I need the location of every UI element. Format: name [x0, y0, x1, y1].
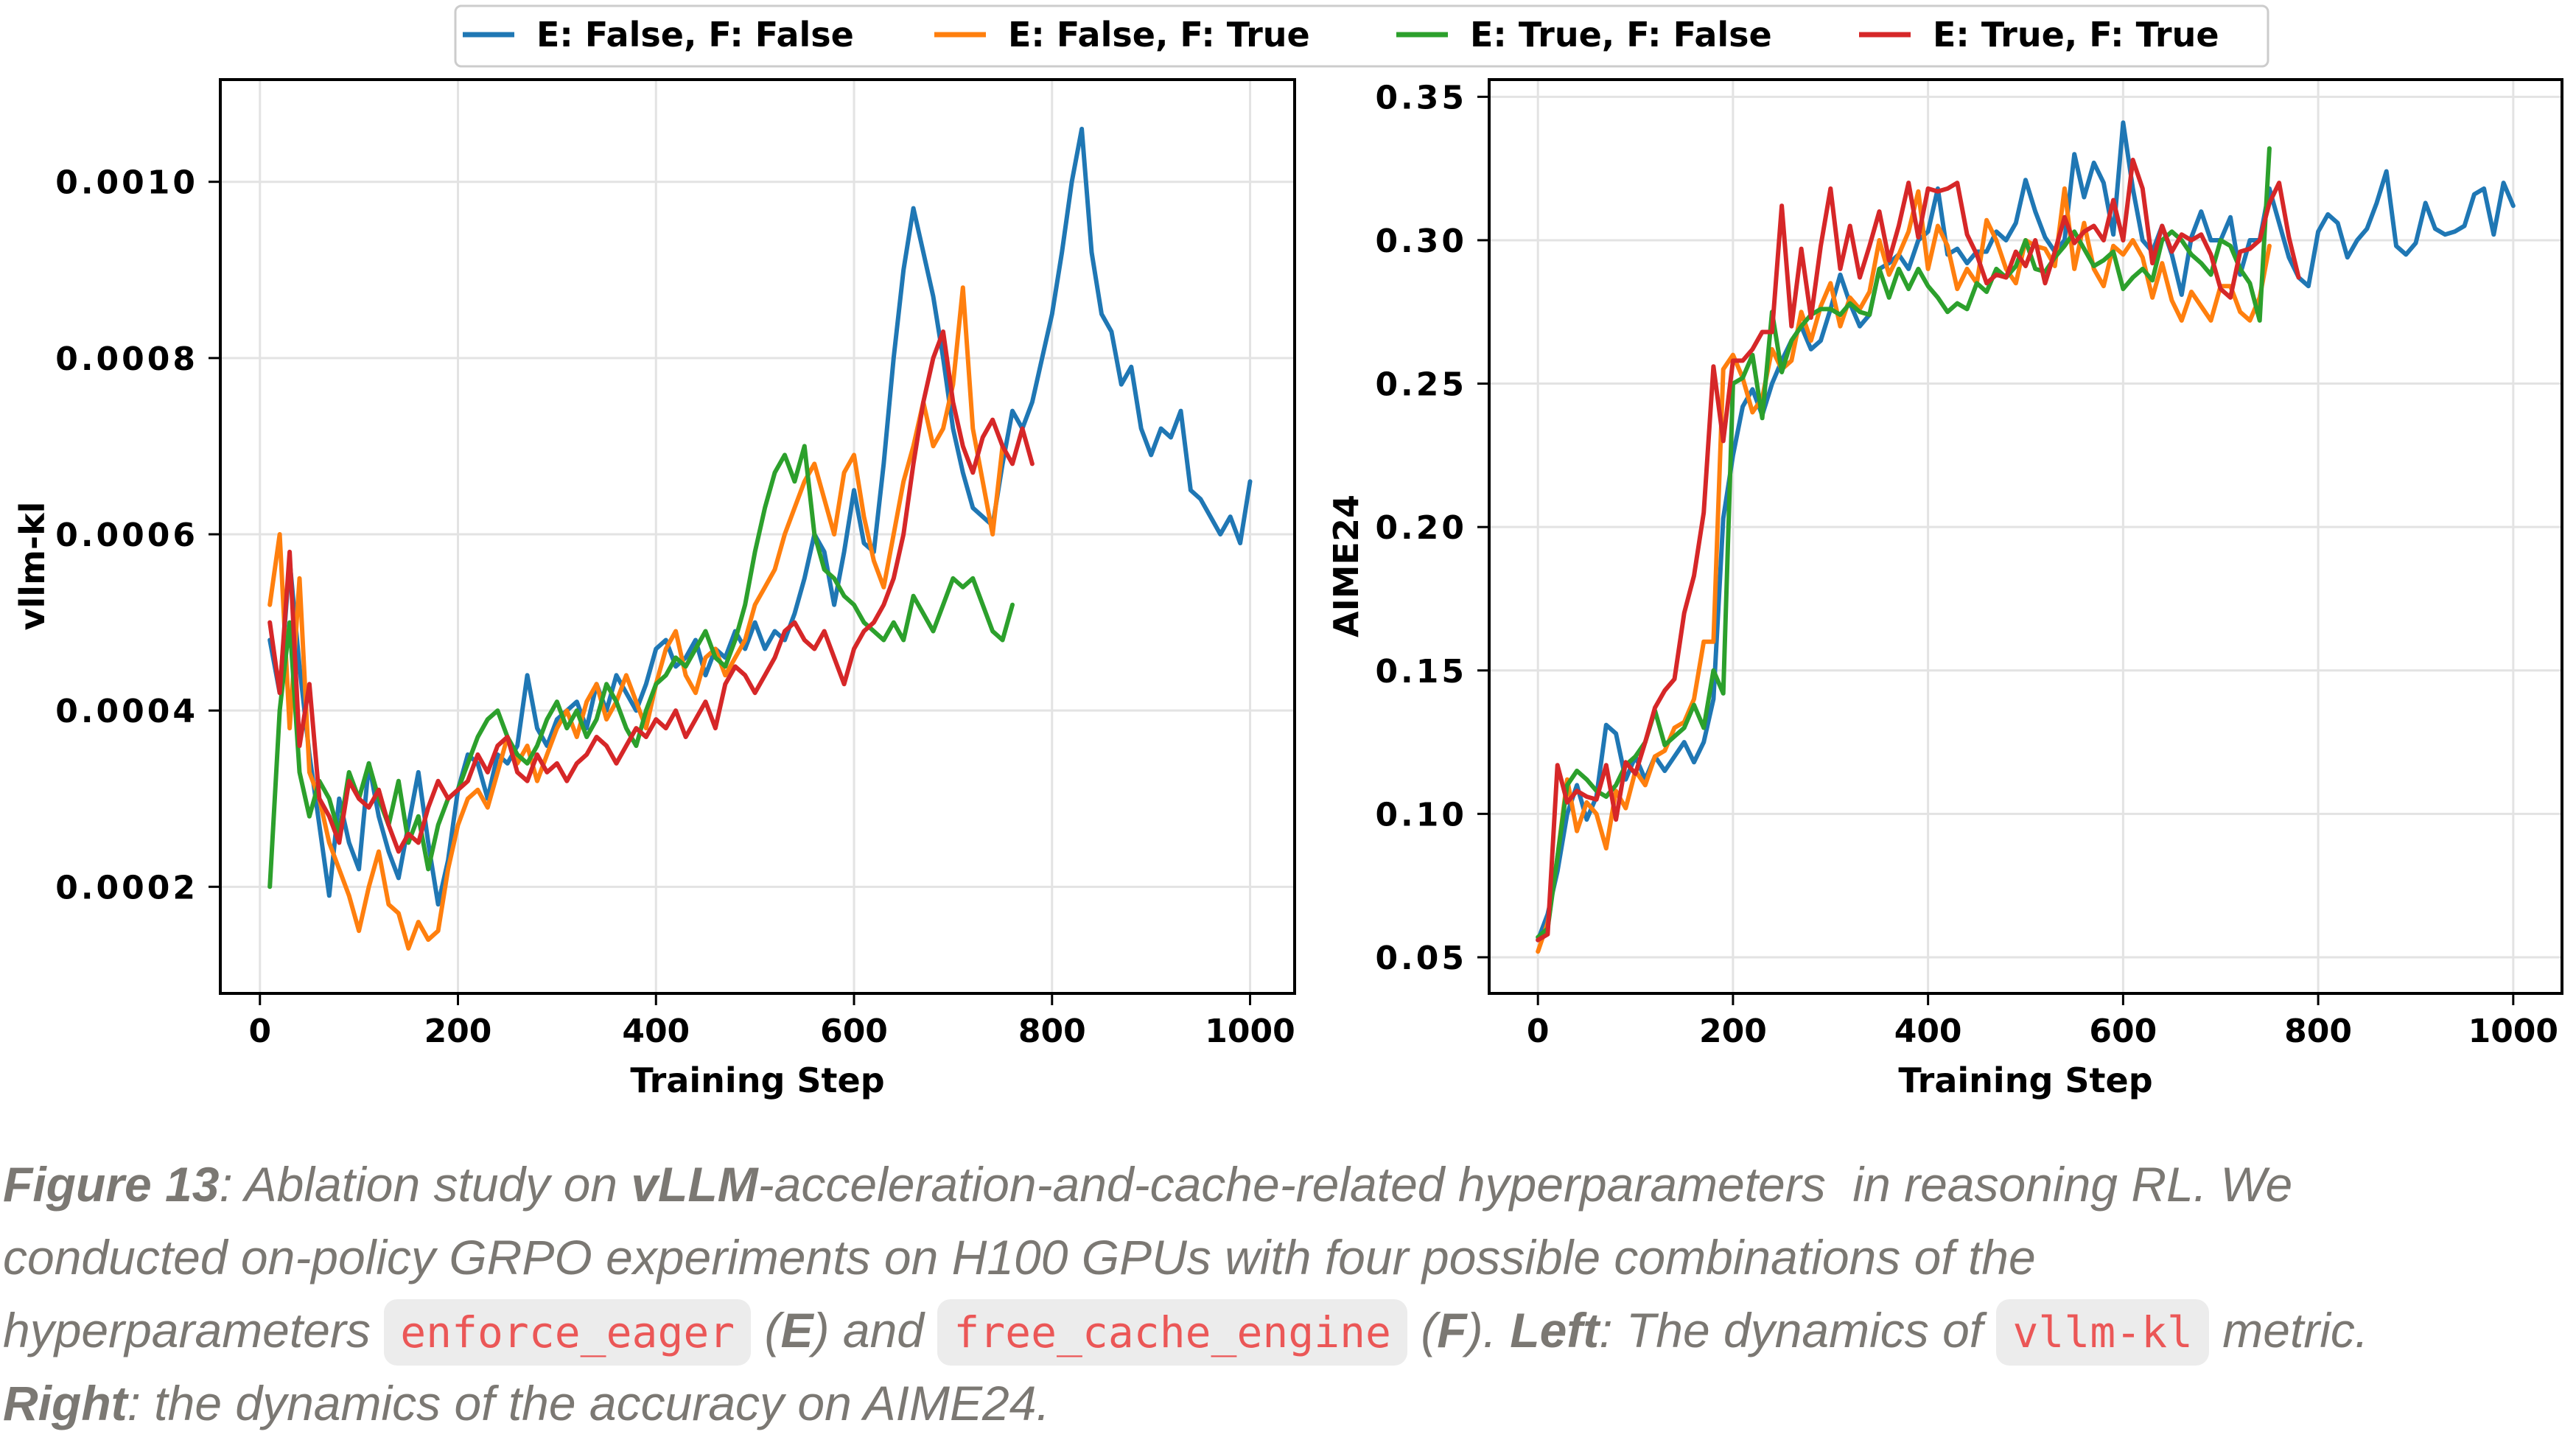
caption-text: : the dynamics of the accuracy on AIME24…	[127, 1376, 1050, 1430]
aime24-series-line-4	[1536, 158, 2301, 943]
caption-bold-e: E	[780, 1303, 813, 1357]
caption-text: -acceleration-and-cache-related hyperpar…	[757, 1157, 2293, 1212]
caption-text: ) and	[813, 1303, 938, 1357]
caption-text: : Ablation study on	[219, 1157, 631, 1212]
figure-caption: Figure 13: Ablation study on vLLM-accele…	[3, 1148, 2560, 1440]
aime24-grid	[1489, 80, 2562, 993]
vllm-kl-xtick-label: 600	[820, 1013, 888, 1050]
vllm-kl-xtick-label: 1000	[1205, 1013, 1295, 1050]
aime24-xtick-label: 600	[2089, 1013, 2157, 1050]
caption-text: (	[1407, 1303, 1438, 1357]
vllm-kl-xtick-label: 400	[622, 1013, 690, 1050]
aime24-ytick-label: 0.20	[1375, 509, 1467, 547]
vllm-kl-ytick-label: 0.0010	[55, 164, 198, 202]
vllm-kl-ylabel: vllm-kl	[13, 502, 52, 631]
legend-entry: E: False, F: False	[463, 15, 854, 55]
legend-label: E: True, F: False	[1470, 15, 1772, 55]
caption-bold-left: Left	[1510, 1303, 1600, 1357]
vllm-kl-ytick-label: 0.0004	[55, 693, 198, 730]
aime24-ytick-label: 0.05	[1375, 940, 1467, 977]
vllm-kl-xtick-label: 200	[424, 1013, 492, 1050]
figure: 0 200 400 600 800 1000 0.00020.00040.00060.00…	[13, 4, 2563, 1100]
legend-frame	[454, 4, 2269, 68]
aime24-ytick-label: 0.35	[1375, 79, 1467, 116]
legend-label: E: True, F: True	[1933, 15, 2219, 55]
figure-label: Figure 13	[3, 1157, 220, 1212]
legend-label: E: False, F: False	[536, 15, 854, 55]
aime24-xtick-label: 0	[1527, 1013, 1550, 1050]
vllm-kl-axes-frame	[219, 78, 1296, 995]
vllm-kl-yticks: 0.0002 0.0004 0.0006 0.0008 0.0010	[55, 164, 220, 906]
vllm-kl-xticks: 0 200 400 600 800 1000	[248, 993, 1295, 1050]
aime24-xtick-label: 1000	[2468, 1013, 2558, 1050]
vllm-kl-xtick-label: 0	[248, 1013, 271, 1050]
vllm-kl-series-line-4	[267, 329, 1035, 854]
vllm-kl-ytick-label: 0.0008	[55, 340, 198, 378]
aime24-axes-frame	[1488, 78, 2563, 995]
caption-line-1: Figure 13: Ablation study on vLLM-accele…	[3, 1148, 2560, 1221]
caption-line-2: conducted on-policy GRPO experiments on …	[3, 1230, 2036, 1285]
aime24-series-line-2	[1536, 186, 2272, 954]
vllm-kl-series	[267, 127, 1253, 951]
caption-text: (	[751, 1303, 781, 1357]
code-enforce-eager: enforce_eager	[384, 1299, 752, 1366]
caption-text: metric.	[2208, 1303, 2369, 1357]
caption-text: hyperparameters	[3, 1303, 385, 1357]
vllm-kl-series-line-2	[267, 285, 1005, 951]
aime24-ytick-label: 0.25	[1375, 366, 1467, 404]
vllm-kl-xlabel: Training Step	[630, 1060, 884, 1100]
aime24-series-line-3	[1536, 146, 2272, 940]
legend: E: False, F: False E: False, F: True E: …	[454, 4, 2269, 68]
caption-line-3: hyperparameters enforce_eager (E) and fr…	[3, 1294, 2560, 1367]
caption-text: ).	[1466, 1303, 1511, 1357]
vllm-kl-series-line-3	[267, 444, 1015, 889]
legend-entry: E: False, F: True	[934, 15, 1310, 55]
aime24-xtick-label: 200	[1699, 1013, 1767, 1050]
vllm-kl-ytick-label: 0.0006	[55, 517, 198, 554]
legend-label: E: False, F: True	[1008, 15, 1310, 55]
caption-bold-f: F	[1437, 1303, 1467, 1357]
aime24-yticks: 0.05 0.10 0.15 0.20 0.25 0.30 0.35	[1375, 79, 1489, 977]
caption-line-4: Right: the dynamics of the accuracy on A…	[3, 1367, 2560, 1440]
aime24-xtick-label: 400	[1894, 1013, 1962, 1050]
vllm-kl-xtick-label: 800	[1018, 1013, 1086, 1050]
aime24-ytick-label: 0.30	[1375, 223, 1467, 260]
aime24-series-line-1	[1536, 120, 2516, 943]
aime24-ytick-label: 0.15	[1375, 653, 1467, 691]
aime24-series	[1536, 120, 2516, 954]
aime24-ytick-label: 0.10	[1375, 796, 1467, 833]
legend-entry: E: True, F: False	[1396, 15, 1772, 55]
aime24-ylabel: AIME24	[1326, 494, 1366, 637]
aime24-xtick-label: 800	[2284, 1013, 2352, 1050]
legend-entry: E: True, F: True	[1859, 15, 2219, 55]
caption-bold-right: Right	[3, 1376, 127, 1430]
vllm-kl-chart: 0 200 400 600 800 1000 0.00020.00040.00060.00…	[13, 78, 1296, 1100]
caption-text: : The dynamics of	[1599, 1303, 1997, 1357]
aime24-chart: 0 200 400 600 800 1000 0.050.100.150.200.250.…	[1326, 78, 2563, 1100]
code-free-cache-engine: free_cache_engine	[937, 1299, 1407, 1366]
aime24-xlabel: Training Step	[1898, 1060, 2152, 1100]
caption-bold-vllm: vLLM	[631, 1157, 758, 1212]
vllm-kl-ytick-label: 0.0002	[55, 869, 198, 906]
code-vllm-kl: vllm-kl	[1996, 1299, 2209, 1366]
aime24-xticks: 0 200 400 600 800 1000	[1527, 993, 2558, 1050]
vllm-kl-series-line-1	[267, 127, 1253, 907]
